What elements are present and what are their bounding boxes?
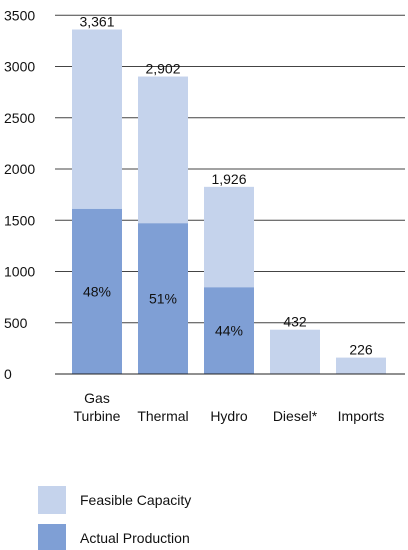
y-tick-label: 1500 bbox=[4, 212, 35, 228]
data-label-feasible: 3,361 bbox=[79, 13, 114, 29]
x-tick-label: Hydro bbox=[210, 408, 248, 424]
y-tick-label: 1000 bbox=[4, 264, 35, 280]
y-axis-ticks: 0 500 1000 1500 2000 2500 3000 3500 bbox=[4, 7, 35, 382]
x-axis-ticks: Gas Turbine Thermal Hydro Diesel* Imports bbox=[74, 390, 385, 424]
x-tick-label: Diesel* bbox=[273, 408, 318, 424]
data-labels: 3,361 48% 2,902 51% 1,926 44% 432 226 bbox=[79, 13, 372, 357]
data-label-actual-percent: 44% bbox=[215, 323, 243, 339]
legend-swatch bbox=[38, 486, 66, 514]
data-label-actual-percent: 48% bbox=[83, 283, 111, 299]
data-label-feasible: 432 bbox=[283, 314, 307, 330]
bar-feasible-capacity bbox=[336, 357, 386, 374]
x-tick-label: Turbine bbox=[74, 408, 121, 424]
data-label-actual-percent: 51% bbox=[149, 291, 177, 307]
x-tick-label: Thermal bbox=[137, 408, 188, 424]
bars bbox=[72, 29, 386, 375]
bar-actual-production bbox=[72, 208, 122, 374]
x-tick-label: Gas bbox=[84, 390, 110, 406]
data-label-feasible: 226 bbox=[349, 342, 373, 358]
bar-feasible-capacity bbox=[270, 329, 320, 374]
y-tick-label: 500 bbox=[4, 315, 28, 331]
y-tick-label: 3500 bbox=[4, 7, 35, 23]
bar-actual-production bbox=[138, 223, 188, 374]
legend-swatch bbox=[38, 524, 66, 550]
legend-label: Actual Production bbox=[80, 530, 190, 546]
data-label-feasible: 2,902 bbox=[145, 61, 180, 77]
legend-label: Feasible Capacity bbox=[80, 492, 191, 508]
bar-actual-production bbox=[204, 287, 254, 374]
y-tick-label: 0 bbox=[4, 366, 12, 382]
legend: Feasible Capacity Actual Production bbox=[38, 486, 191, 550]
x-tick-label: Imports bbox=[338, 408, 385, 424]
data-label-feasible: 1,926 bbox=[211, 171, 246, 187]
y-tick-label: 3000 bbox=[4, 59, 35, 75]
y-tick-label: 2500 bbox=[4, 110, 35, 126]
y-tick-label: 2000 bbox=[4, 161, 35, 177]
